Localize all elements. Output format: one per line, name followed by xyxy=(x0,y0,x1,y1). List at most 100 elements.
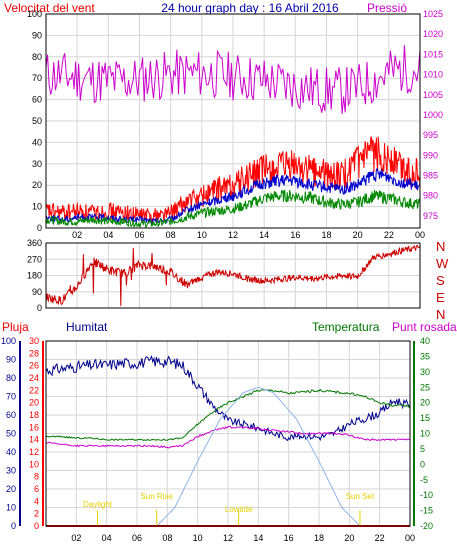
wind-x-tick-label: 04 xyxy=(103,230,113,240)
pressure-tick-label: 980 xyxy=(423,191,438,201)
temperature-tick-label: 5 xyxy=(420,444,425,454)
humidity-tick-label: 10 xyxy=(6,503,16,513)
rain-tick-label: 14 xyxy=(29,435,39,445)
rain-tick-label: 0 xyxy=(34,521,39,531)
wind-speed-tick-label: 60 xyxy=(32,95,42,105)
humidity-title: Humitat xyxy=(66,320,108,334)
rain-tick-label: 30 xyxy=(29,336,39,346)
temperature-tick-label: 35 xyxy=(420,351,430,361)
temperature-tick-label: -20 xyxy=(420,521,433,531)
wind-x-tick-label: 00 xyxy=(415,230,425,240)
temperature-tick-label: 20 xyxy=(420,398,430,408)
pressure-tick-label: 995 xyxy=(423,130,438,140)
series-direction-line xyxy=(45,244,421,307)
humidity-tick-label: 90 xyxy=(6,355,16,365)
compass-label: N xyxy=(436,239,445,254)
temperature-title: Temperatura xyxy=(312,320,380,334)
temperature-tick-label: 15 xyxy=(420,413,430,423)
pressure-tick-label: 975 xyxy=(423,211,438,221)
direction-plot-frame xyxy=(45,242,421,309)
rain-tick-label: 22 xyxy=(29,385,39,395)
compass-label: E xyxy=(436,290,445,305)
pressure-tick-label: 1025 xyxy=(423,9,443,19)
temperature-tick-label: 25 xyxy=(420,382,430,392)
temperature-tick-label: -5 xyxy=(420,475,428,485)
direction-tick-label: 0 xyxy=(37,303,42,313)
temp-x-tick-label: 12 xyxy=(223,533,233,543)
wind-speed-title: Velocitat del vent xyxy=(4,1,95,15)
pressure-tick-label: 985 xyxy=(423,171,438,181)
pressure-tick-label: 1000 xyxy=(423,110,443,120)
pressure-tick-label: 1020 xyxy=(423,29,443,39)
compass-label: N xyxy=(436,307,445,322)
humidity-tick-label: 30 xyxy=(6,466,16,476)
event-marker-label: Sun Rise xyxy=(140,492,173,501)
wind-x-tick-label: 12 xyxy=(228,230,238,240)
rain-tick-label: 10 xyxy=(29,459,39,469)
wind-x-tick-label: 02 xyxy=(72,230,82,240)
humidity-tick-label: 50 xyxy=(6,429,16,439)
direction-tick-label: 360 xyxy=(27,238,42,248)
temperature-humidity-chart: 1009080706050403020100302826242220181614… xyxy=(1,336,433,543)
humidity-tick-label: 80 xyxy=(6,373,16,383)
direction-tick-label: 270 xyxy=(27,254,42,264)
rain-tick-label: 2 xyxy=(34,509,39,519)
series-solar-line xyxy=(156,386,361,527)
humidity-tick-label: 20 xyxy=(6,484,16,494)
humidity-tick-label: 0 xyxy=(11,521,16,531)
pressure-tick-label: 1005 xyxy=(423,90,443,100)
temp-x-tick-label: 22 xyxy=(375,533,385,543)
wind-x-tick-label: 08 xyxy=(166,230,176,240)
wind-x-tick-label: 14 xyxy=(259,230,269,240)
wind-x-tick-label: 18 xyxy=(321,230,331,240)
rain-tick-label: 26 xyxy=(29,361,39,371)
humidity-tick-label: 40 xyxy=(6,447,16,457)
wind-speed-tick-label: 20 xyxy=(32,180,42,190)
pressure-tick-label: 1010 xyxy=(423,70,443,80)
wind-speed-tick-label: 10 xyxy=(32,202,42,212)
rain-title: Pluja xyxy=(2,320,29,334)
temp-x-tick-label: 18 xyxy=(314,533,324,543)
temperature-tick-label: -10 xyxy=(420,490,433,500)
direction-tick-label: 180 xyxy=(27,271,42,281)
temperature-tick-label: 30 xyxy=(420,367,430,377)
rain-tick-label: 12 xyxy=(29,447,39,457)
wind-plot-frame xyxy=(45,13,421,229)
temp-x-tick-label: 04 xyxy=(102,533,112,543)
event-marker-label: Lowtide xyxy=(225,505,253,514)
temp-x-tick-label: 02 xyxy=(71,533,81,543)
temp-x-tick-label: 14 xyxy=(253,533,263,543)
series-pressure-line xyxy=(45,45,421,114)
temp-x-tick-label: 08 xyxy=(162,533,172,543)
humidity-tick-label: 60 xyxy=(6,410,16,420)
series-avg-line xyxy=(45,189,421,229)
direction-tick-label: 90 xyxy=(32,287,42,297)
rain-tick-label: 6 xyxy=(34,484,39,494)
compass-label: W xyxy=(436,256,449,271)
temp-plot-frame xyxy=(45,340,411,527)
wind-x-tick-label: 16 xyxy=(290,230,300,240)
pressure-tick-label: 990 xyxy=(423,150,438,160)
wind-speed-tick-label: 100 xyxy=(27,9,42,19)
wind-speed-tick-label: 70 xyxy=(32,73,42,83)
rain-tick-label: 8 xyxy=(34,472,39,482)
temp-x-tick-label: 16 xyxy=(284,533,294,543)
series-temperature-line xyxy=(45,388,411,441)
temperature-tick-label: 40 xyxy=(420,336,430,346)
series-dewpoint-line xyxy=(45,425,411,449)
wind-x-tick-label: 06 xyxy=(134,230,144,240)
series-speed-line xyxy=(45,168,421,226)
rain-tick-label: 4 xyxy=(34,496,39,506)
series-humidity-line xyxy=(45,354,411,442)
rain-tick-label: 18 xyxy=(29,410,39,420)
rain-tick-label: 16 xyxy=(29,422,39,432)
temp-x-tick-label: 20 xyxy=(344,533,354,543)
wind-speed-tick-label: 50 xyxy=(32,116,42,126)
pressure-title: Pressió xyxy=(367,1,407,15)
wind-speed-tick-label: 90 xyxy=(32,30,42,40)
wind-x-tick-label: 20 xyxy=(353,230,363,240)
